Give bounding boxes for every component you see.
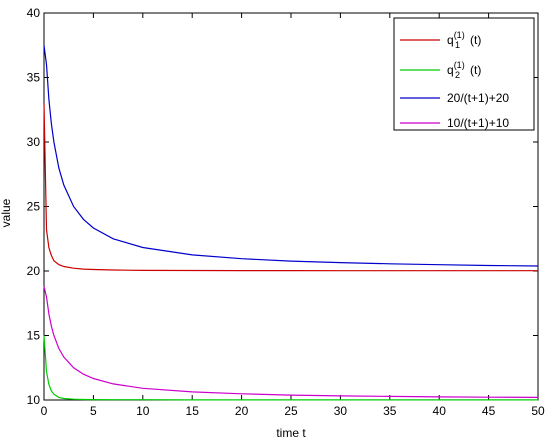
- series-line-4: [43, 286, 539, 398]
- legend-label-1: q(1) 1 (t): [447, 30, 481, 50]
- series-line-3: [43, 45, 539, 267]
- x-tick-label: 50: [531, 404, 545, 418]
- x-tick-label: 40: [433, 404, 447, 418]
- x-tick-label: 35: [383, 404, 397, 418]
- x-tick-label: 5: [90, 404, 97, 418]
- y-tick-label: 20: [27, 264, 41, 278]
- legend-label-3: 20/(t+1)+20: [447, 91, 509, 105]
- y-axis-label: value: [0, 198, 13, 227]
- x-tick-label: 0: [41, 404, 48, 418]
- y-tick-label: 25: [27, 200, 41, 214]
- y-tick-label: 35: [27, 71, 41, 85]
- legend-label-2: q(1) 2 (t): [447, 60, 481, 80]
- legend-label-4: 10/(t+1)+10: [447, 116, 509, 130]
- series-line-2: [43, 335, 538, 401]
- x-axis: 0 5 10 15 20 25 30 35 40 45 50: [41, 13, 545, 418]
- x-axis-label: time t: [276, 426, 306, 440]
- x-tick-label: 45: [482, 404, 496, 418]
- series-line-1: [43, 103, 538, 272]
- x-tick-label: 25: [284, 404, 298, 418]
- x-tick-label: 15: [186, 404, 200, 418]
- y-tick-label: 30: [27, 135, 41, 149]
- legend: q(1) 1 (t) q(1) 2 (t) 20/(t+1)+20 10/(t+1)+10: [393, 17, 535, 131]
- y-tick-label: 15: [27, 329, 41, 343]
- x-tick-label: 20: [235, 404, 249, 418]
- legend-box: [393, 17, 535, 131]
- y-axis: 10 15 20 25 30 35 40: [27, 6, 538, 407]
- x-tick-label: 30: [334, 404, 348, 418]
- y-tick-label: 10: [27, 393, 41, 407]
- series-lines: [43, 45, 539, 401]
- y-tick-label: 40: [27, 6, 41, 20]
- x-tick-label: 10: [136, 404, 150, 418]
